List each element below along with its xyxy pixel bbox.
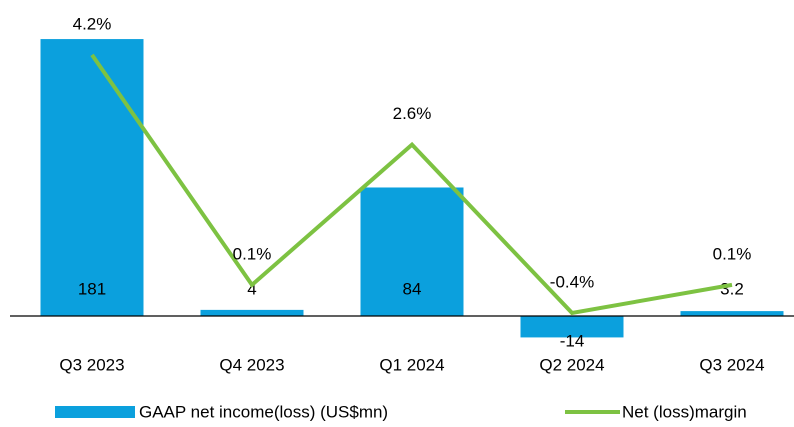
legend-label: Net (loss)margin	[622, 402, 747, 421]
line-value-label: 4.2%	[73, 14, 112, 33]
line-value-label: 0.1%	[713, 244, 752, 263]
x-tick-label: Q2 2024	[539, 355, 604, 374]
line-value-label: -0.4%	[550, 272, 594, 291]
bar-value-label: -14	[560, 331, 585, 350]
bar-value-label: 181	[78, 279, 106, 298]
line-series	[90, 53, 733, 316]
bar	[40, 39, 144, 316]
x-tick-label: Q4 2023	[219, 355, 284, 374]
bar-value-label: 4	[247, 279, 256, 298]
bar	[520, 316, 624, 338]
line-value-label: 2.6%	[393, 104, 432, 123]
bar	[200, 309, 304, 316]
line-value-label: 0.1%	[233, 244, 272, 263]
bar-value-label: 3.2	[720, 279, 744, 298]
x-tick-label: Q1 2024	[379, 355, 444, 374]
bar-value-label: 84	[403, 279, 422, 298]
bar	[680, 311, 784, 316]
bar	[360, 187, 464, 316]
x-tick-label: Q3 2023	[59, 355, 124, 374]
legend-swatch	[55, 406, 135, 418]
legend-label: GAAP net income(loss) (US$mn)	[139, 402, 388, 421]
x-tick-label: Q3 2024	[699, 355, 764, 374]
